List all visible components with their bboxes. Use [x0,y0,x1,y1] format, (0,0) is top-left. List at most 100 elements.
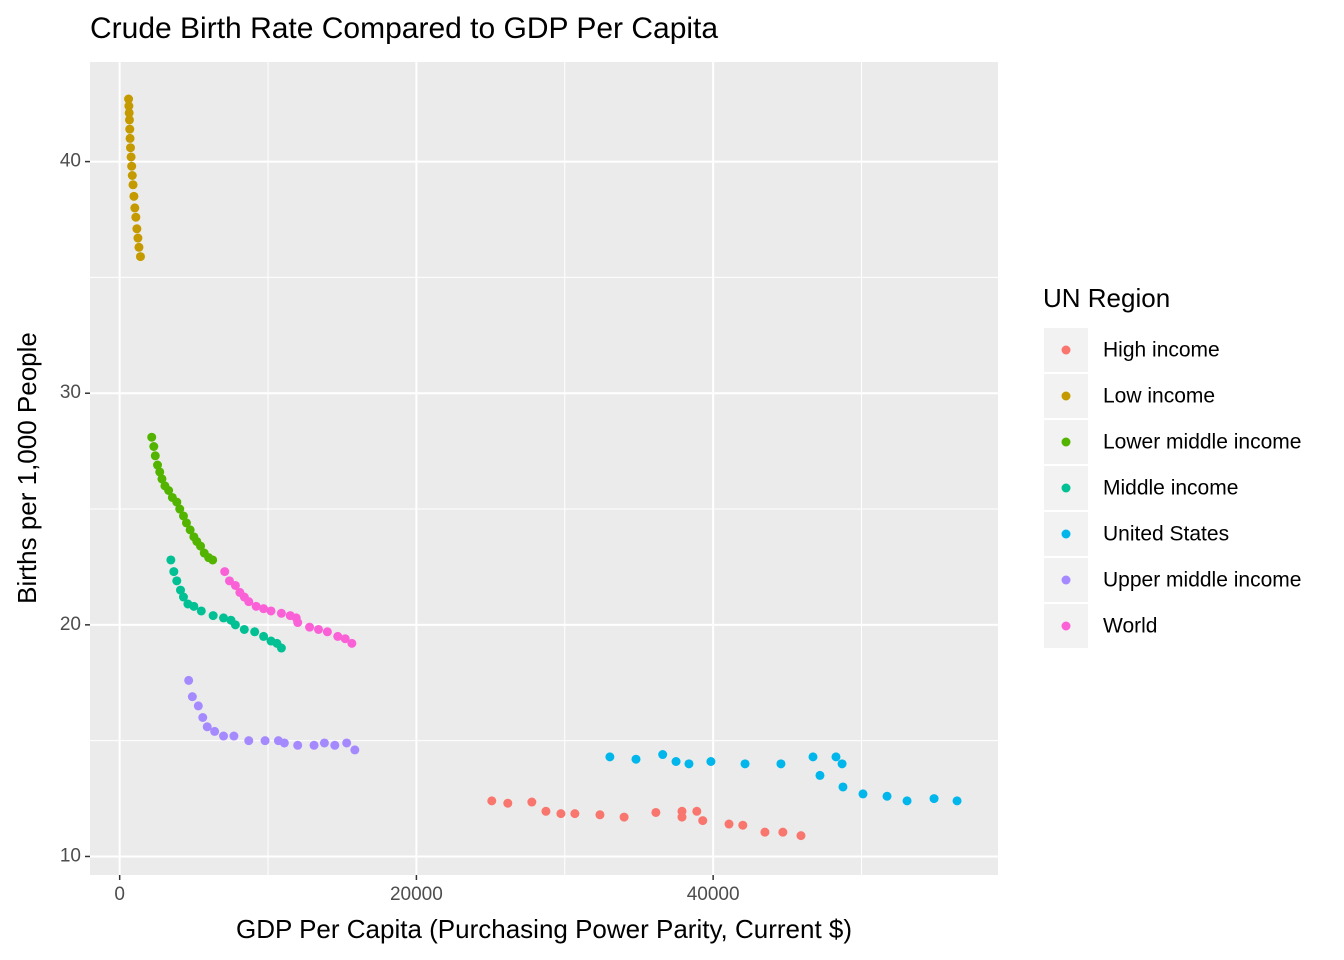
scatter-point [952,796,962,806]
scatter-point [279,738,289,748]
scatter-point [220,567,230,577]
scatter-point [244,736,254,746]
legend-label: World [1103,615,1157,638]
scatter-point [184,675,194,685]
legend-marker [1061,621,1071,631]
scatter-point [671,757,681,767]
scatter-point [230,620,240,630]
scatter-point [605,752,615,762]
scatter-point [172,497,182,507]
scatter-point [166,555,176,565]
x-axis-title: GDP Per Capita (Purchasing Power Parity,… [236,914,852,944]
y-axis-title: Births per 1,000 People [12,332,42,604]
scatter-point [276,643,286,653]
scatter-point [229,731,239,741]
scatter-point [724,819,734,829]
scatter-point [175,504,185,514]
scatter-point [815,770,825,780]
scatter-point [164,486,174,496]
scatter-point [266,606,276,616]
scatter-point [129,191,139,201]
scatter-point [147,432,157,442]
legend-marker [1061,575,1071,585]
scatter-point [347,638,357,648]
legend-label: High income [1103,339,1220,362]
x-tick-label: 0 [114,884,125,905]
scatter-point [149,441,159,451]
scatter-point [126,152,136,162]
scatter-point [778,827,788,837]
legend-label: United States [1103,523,1229,546]
scatter-point [130,203,140,213]
scatter-point [155,467,165,477]
scatter-point [740,759,750,769]
y-tick-label: 10 [60,845,81,866]
legend-label: Middle income [1103,477,1238,500]
scatter-point [193,701,203,711]
scatter-point [131,212,141,222]
scatter-point [157,474,167,484]
scatter-point [330,740,340,750]
scatter-point [202,722,212,732]
scatter-point [333,631,343,641]
scatter-point [125,133,135,143]
legend-title: UN Region [1043,283,1170,313]
scatter-point [259,631,269,641]
scatter-point [503,798,513,808]
scatter-point [208,611,218,621]
scatter-point [250,627,260,637]
scatter-point [858,789,868,799]
scatter-point [556,809,566,819]
scatter-point [153,460,163,470]
scatter-point [340,634,350,644]
x-tick-label: 20000 [390,884,443,905]
y-tick-label: 40 [60,151,81,172]
scatter-point [127,161,137,171]
scatter-point [796,831,806,841]
scatter-point [134,242,144,252]
scatter-point [189,601,199,611]
scatter-point [570,809,580,819]
scatter-point [342,738,352,748]
scatter-point [208,555,218,565]
scatter-point [124,115,134,125]
scatter-point [319,738,329,748]
scatter-point [196,606,206,616]
scatter-point [124,101,134,111]
scatter-point [150,451,160,461]
scatter-point [776,759,786,769]
scatter-point [169,567,179,577]
scatter-point [210,726,220,736]
scatter-point [293,618,303,628]
scatter-point [808,752,818,762]
scatter-point [677,812,687,822]
scatter-point [831,752,841,762]
scatter-point [219,613,229,623]
scatter-point [322,627,332,637]
scatter-point [239,624,249,634]
scatter-point [133,233,143,243]
scatter-point [219,731,229,741]
scatter-point [276,608,286,618]
scatter-point [487,796,497,806]
scatter-point [541,806,551,816]
scatter-point [738,820,748,830]
scatter-point [902,796,912,806]
scatter-point [692,806,702,816]
plot-panel [90,62,998,875]
scatter-point [198,712,208,722]
scatter-point [619,812,629,822]
scatter-point [882,791,892,801]
scatter-point [631,754,641,764]
scatter-point [124,108,134,118]
legend-marker [1061,391,1071,401]
scatter-point [293,740,303,750]
scatter-point [706,757,716,767]
scatter-point [135,252,145,262]
scatter-point [196,541,206,551]
scatter-point [527,797,537,807]
scatter-point [838,782,848,792]
legend-label: Upper middle income [1103,569,1301,592]
scatter-point [185,525,195,535]
scatter-point [929,794,939,804]
